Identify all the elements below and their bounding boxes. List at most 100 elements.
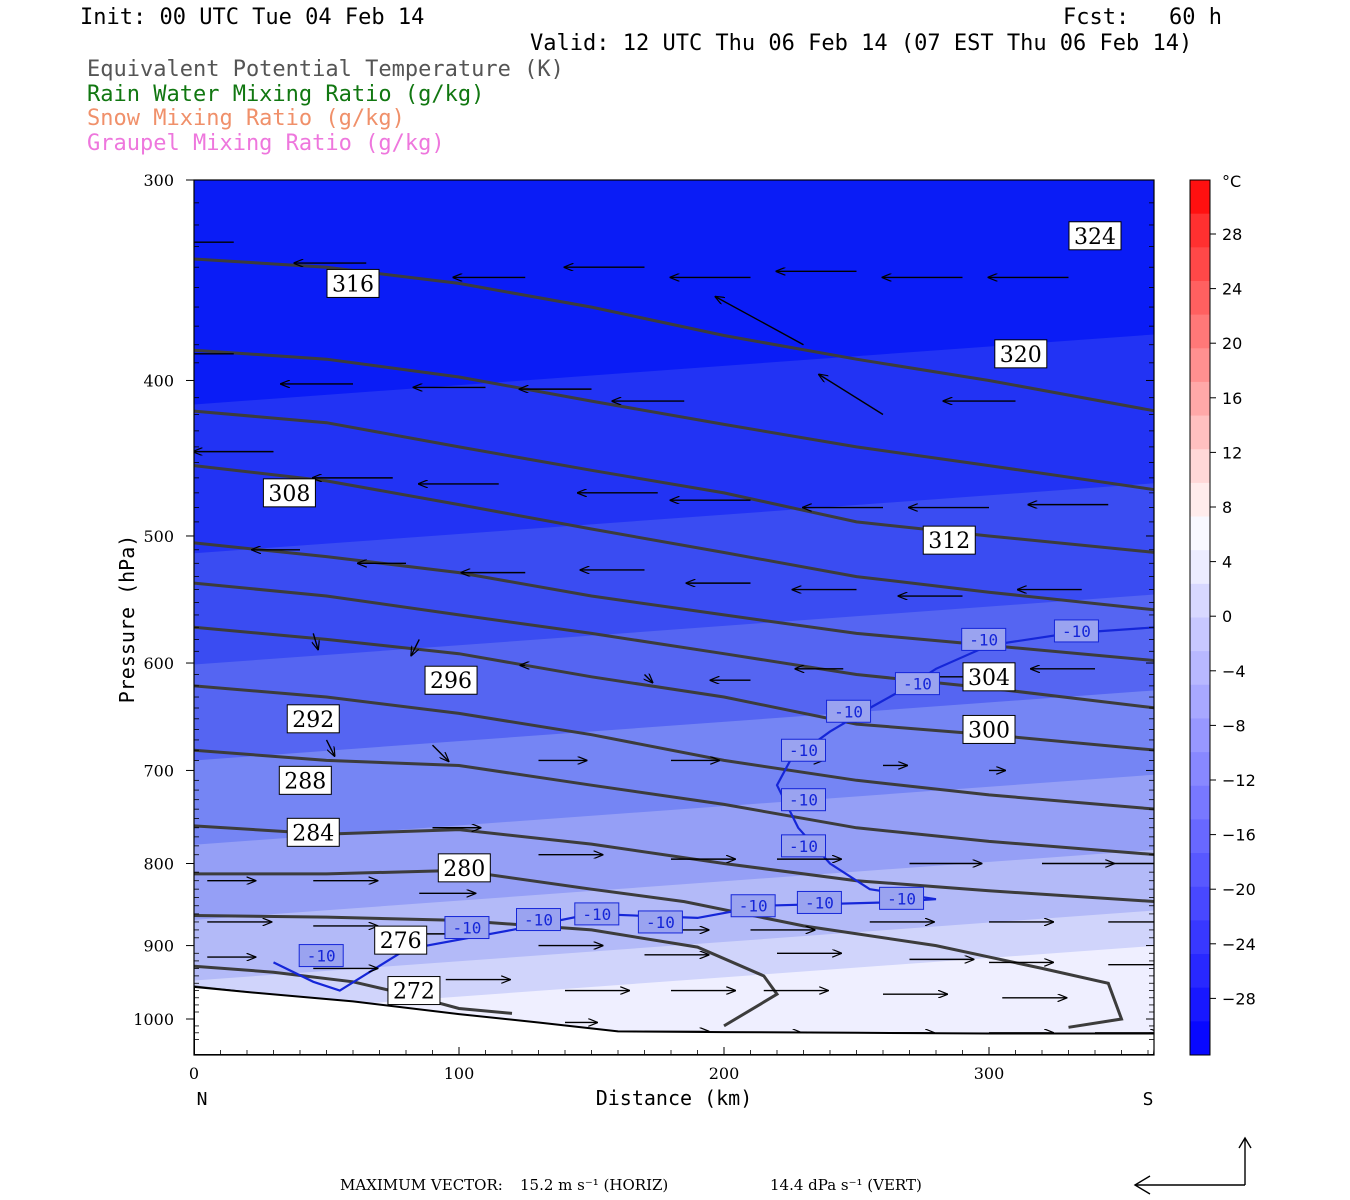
x-axis-left-label: N	[197, 1089, 208, 1110]
y-tick-label: 500	[143, 527, 174, 546]
theta-e-label-box	[278, 765, 332, 795]
field-label-snow: Snow Mixing Ratio (g/kg)	[87, 106, 405, 131]
max-vector-horiz: 15.2 m s⁻¹ (HORIZ)	[520, 1176, 669, 1194]
colorbar-band	[1190, 752, 1210, 787]
theta-e-label: 296	[430, 669, 472, 694]
theta-e-label-box	[922, 525, 976, 555]
y-tick-label: 900	[143, 937, 174, 956]
colorbar-tick-label: −28	[1222, 989, 1256, 1008]
colorbar-band	[1190, 819, 1210, 854]
colorbar-band	[1190, 247, 1210, 282]
isotherm-label: -10	[307, 947, 336, 966]
y-axis-title: Pressure (hPa)	[115, 535, 139, 704]
y-tick-label: 600	[143, 654, 174, 673]
colorbar-frame	[1189, 179, 1211, 1056]
y-tick-label: 1000	[133, 1010, 174, 1029]
colorbar-band	[1190, 886, 1210, 921]
x-tick-label: 0	[189, 1064, 199, 1083]
theta-e-label: 320	[1000, 343, 1042, 368]
theta-e-label-box	[962, 714, 1016, 744]
colorbar-tick-label: 4	[1222, 553, 1232, 572]
colorbar-tick-label: 0	[1222, 607, 1232, 626]
theta-e-contour	[194, 824, 1154, 903]
theta-e-label: 312	[928, 529, 970, 554]
init-time: Init: 00 UTC Tue 04 Feb 14	[80, 5, 425, 30]
theta-e-label-box	[437, 853, 491, 883]
theta-e-label: 316	[332, 272, 374, 297]
colorbar-band	[1190, 516, 1210, 551]
theta-e-label: 280	[443, 857, 485, 882]
theta-e-contour	[194, 748, 1154, 857]
colorbar-band	[1190, 651, 1210, 686]
colorbar-band	[1190, 920, 1210, 955]
colorbar-band	[1190, 1021, 1210, 1056]
field-label-theta-e: Equivalent Potential Temperature (K)	[87, 57, 564, 82]
theta-e-label-box	[326, 268, 380, 298]
colorbar-tick-label: −24	[1222, 935, 1256, 954]
colorbar-tick-label: −4	[1222, 662, 1246, 681]
isotherm-label: -10	[789, 791, 818, 810]
colorbar-band	[1190, 954, 1210, 989]
colorbar-tick-label: −8	[1222, 716, 1246, 735]
colorbar-band	[1190, 617, 1210, 652]
theta-e-label-box	[286, 704, 340, 734]
isotherm-label: -10	[582, 905, 611, 924]
theta-e-label: 272	[393, 980, 435, 1005]
theta-e-label: 284	[292, 821, 334, 846]
field-label-graupel: Graupel Mixing Ratio (g/kg)	[87, 131, 445, 156]
y-tick-label: 300	[143, 171, 174, 190]
colorbar-tick-label: 16	[1222, 389, 1242, 408]
colorbar-tick-label: 12	[1222, 443, 1242, 462]
isotherm-label-box	[826, 699, 872, 723]
wind-vector	[645, 675, 653, 683]
colorbar-band	[1190, 550, 1210, 585]
isotherm-label: -10	[969, 630, 998, 649]
colorbar-band	[1190, 348, 1210, 383]
isotherm-label-box	[961, 627, 1007, 651]
colorbar-band	[1190, 180, 1210, 215]
isotherm-label: -10	[834, 702, 863, 721]
isotherm-label: -10	[789, 741, 818, 760]
forecast-hour: Fcst: 60 h	[1063, 5, 1222, 30]
colorbar-band	[1190, 718, 1210, 753]
theta-e-label: 292	[292, 708, 334, 733]
theta-e-contour	[194, 684, 1154, 811]
colorbar-band	[1190, 449, 1210, 484]
isotherm-label: -10	[524, 911, 553, 930]
wind-vector	[313, 633, 318, 649]
x-tick-label: 300	[974, 1064, 1005, 1083]
theta-e-label: 276	[380, 929, 422, 954]
theta-e-label-box	[262, 478, 316, 508]
wind-vector	[432, 744, 449, 761]
theta-e-label-box	[387, 976, 441, 1006]
isotherm-label: -10	[903, 675, 932, 694]
theta-e-label: 300	[968, 718, 1010, 743]
colorbar-band	[1190, 853, 1210, 888]
wind-vector	[325, 739, 335, 756]
isotherm-label-box	[879, 886, 925, 910]
isotherm-label: -10	[805, 893, 834, 912]
colorbar-band	[1190, 314, 1210, 349]
theta-e-label: 324	[1074, 225, 1116, 250]
theta-e-label-box	[1068, 221, 1122, 251]
isotherm-label-box	[516, 908, 561, 932]
wind-vector	[819, 374, 884, 416]
theta-e-contour	[194, 348, 1154, 492]
colorbar-band	[1190, 280, 1210, 316]
theta-e-label-box	[374, 925, 428, 955]
colorbar-unit: °C	[1222, 172, 1241, 191]
colorbar-band	[1190, 785, 1210, 820]
theta-e-label-box	[424, 665, 478, 695]
x-tick-label: 100	[444, 1064, 475, 1083]
colorbar-tick-label: 20	[1222, 334, 1242, 353]
x-axis-title: Distance (km)	[596, 1086, 753, 1110]
colorbar-tick-label: 24	[1222, 280, 1242, 299]
colorbar-tick-label: −12	[1222, 771, 1256, 790]
isotherm-label-box	[444, 916, 490, 940]
y-tick-label: 700	[143, 761, 174, 780]
colorbar-band	[1190, 213, 1210, 248]
isotherm-label: -10	[739, 897, 768, 916]
theta-e-contour	[194, 868, 1124, 1029]
isotherm-label-box	[298, 944, 344, 968]
isotherm-label-box	[730, 894, 776, 918]
